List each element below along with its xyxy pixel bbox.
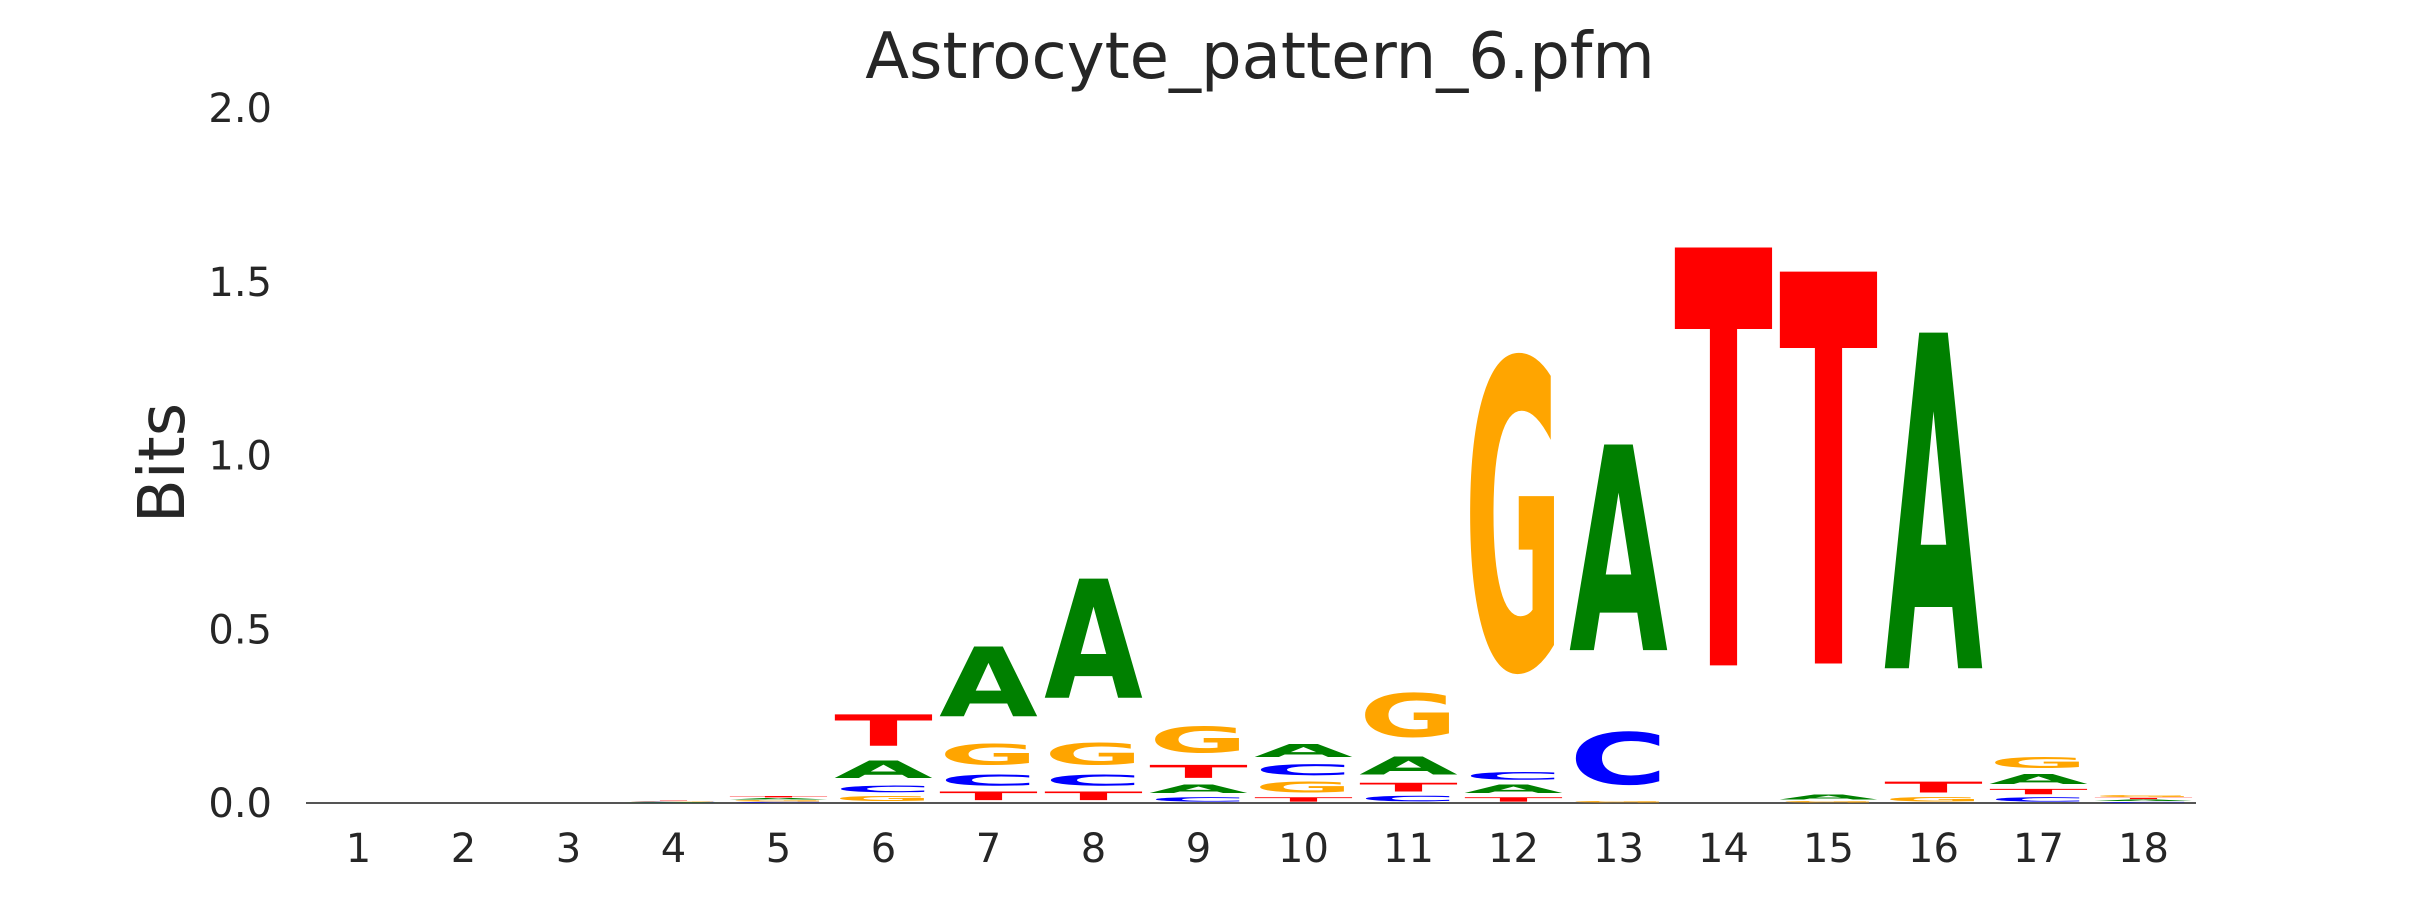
y-tick-label: 0.0 [208,781,272,827]
x-tick-label: 7 [976,826,1001,872]
logo-letter-a: A [1989,772,2088,787]
logo-letter-g: G [1989,754,2088,771]
logo-letter-g: G [729,800,828,802]
x-tick-label: 18 [2118,826,2169,872]
logo-letter-t: T [1359,781,1458,795]
logo-letter-g: G [1464,273,1563,768]
logo-letter-g: G [1884,796,1983,803]
logo-letter-a: A [1254,741,1353,762]
logo-letter-c: C [1464,770,1563,782]
x-tick-label: 4 [661,826,686,872]
logo-letter-g: G [624,801,723,802]
logo-letter-c: C [624,802,723,803]
logo-letter-t: T [1884,779,1983,796]
x-tick-label: 17 [2013,826,2064,872]
x-tick-label: 14 [1698,826,1749,872]
logo-letter-g: G [2094,795,2193,798]
logo-letter-a: A [2094,800,2193,802]
logo-letter-g: G [1149,720,1248,761]
x-tick-label: 8 [1081,826,1106,872]
y-tick-label: 2.0 [208,86,272,132]
logo-letter-t: T [2094,797,2193,799]
logo-letter-a: A [834,756,933,784]
logo-letter-c: C [1149,796,1248,803]
logo-letter-g: G [1254,779,1353,796]
logo-letter-t: T [1674,133,1773,801]
logo-letter-c: C [1254,761,1353,778]
logo-letter-g: G [1779,801,1878,803]
logo-letter-t: T [834,706,933,756]
x-tick-label: 3 [556,826,581,872]
logo-letter-g: G [1044,737,1143,772]
y-tick-label: 1.5 [208,260,272,306]
x-tick-label: 12 [1488,826,1539,872]
x-tick-label: 11 [1383,826,1434,872]
x-tick-label: 5 [766,826,791,872]
x-tick-label: 16 [1908,826,1959,872]
x-tick-label: 10 [1278,826,1329,872]
logo-letter-a: A [1464,782,1563,796]
x-tick-label: 9 [1186,826,1211,872]
logo-letter-t: T [1149,761,1248,782]
logo-letter-t: T [939,789,1038,803]
y-tick-label: 1.0 [208,434,272,480]
logo-letter-g: G [1569,801,1668,803]
logo-letter-a: A [729,798,828,800]
logo-letter-t: T [624,800,723,801]
logo-letter-t: T [1254,796,1353,803]
logo-letter-c: C [834,784,933,794]
logo-letter-t: T [1779,165,1878,790]
x-ticks: 1 2 3 4 5 6 7 8 9 10 11 12 13 14 15 16 17 18 [346,826,2169,872]
logo-letter-g: G [834,794,933,803]
logo-letter-a: A [1884,240,1984,777]
logo-letter-a: A [1044,546,1143,737]
logo-letter-c: C [2094,802,2193,803]
logo-letter-t: T [1464,796,1563,803]
logo-letter-t: T [1989,787,2088,796]
y-tick-label: 0.5 [208,607,272,653]
logo-letter-a: A [1149,782,1248,796]
logo-letter-a: A [1359,751,1458,780]
logo-letter-g: G [939,739,1038,772]
logo-letter-c: C [1989,796,2088,803]
x-tick-label: 1 [346,826,371,872]
logo-letter-a: A [1779,793,1878,802]
logo-letter-t: T [1044,789,1143,803]
logo-letter-g: G [1359,682,1458,751]
logo-letter-c: C [939,772,1038,789]
y-axis-label: Bits [126,403,200,523]
logo-letter-a: A [939,628,1038,739]
chart-title: Astrocyte_pattern_6.pfm [865,20,1655,94]
logo-letter-c: C [729,802,828,803]
y-ticks: 0.0 0.5 1.0 1.5 2.0 [208,86,272,827]
x-tick-label: 13 [1593,826,1644,872]
x-tick-label: 15 [1803,826,1854,872]
logo-letter-a: A [1569,389,1668,718]
logo-letter-c: C [1359,794,1458,803]
x-tick-label: 6 [871,826,896,872]
logo-letter-t: T [729,796,828,798]
x-tick-label: 2 [451,826,476,872]
logo-letter-c: C [1569,719,1668,802]
logo-letter-c: C [1044,772,1143,789]
logo-letter-a: A [624,802,723,803]
